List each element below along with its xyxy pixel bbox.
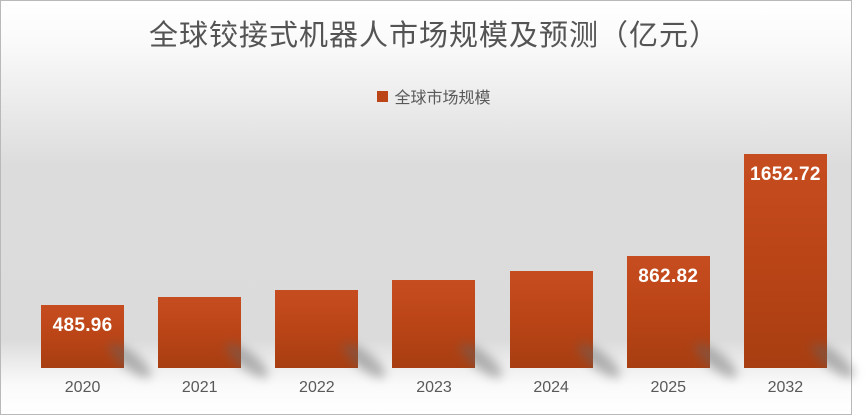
legend-swatch-icon (377, 90, 389, 102)
x-axis-tick-label: 2025 (650, 379, 687, 396)
bar-slot: 1652.72 2032 (727, 121, 844, 396)
x-axis-tick-label: 2022 (299, 379, 335, 396)
legend-label: 全球市场规模 (394, 90, 491, 107)
bar (509, 271, 593, 368)
bar-slot: 2024 (493, 121, 610, 396)
bar-slot: 862.82 2025 (610, 121, 727, 396)
plot-area: 485.96 2020 2021 2022 2023 2024 862.82 2… (24, 121, 844, 396)
x-axis-tick-label: 2021 (181, 379, 218, 396)
bar-slot: 2022 (258, 121, 375, 396)
bar: 1652.72 (743, 154, 827, 368)
bar-slot: 2021 (141, 121, 258, 396)
x-axis-tick-label: 2023 (416, 379, 452, 396)
x-axis-tick-label: 2032 (767, 379, 804, 396)
bar-value-label: 862.82 (638, 266, 699, 287)
bar (392, 280, 476, 368)
bar (158, 297, 242, 368)
bar-slot: 485.96 2020 (24, 121, 141, 396)
chart-title: 全球铰接式机器人市场规模及预测（亿元） (148, 20, 719, 52)
legend: 全球市场规模 (24, 84, 844, 108)
x-axis-tick-label: 2020 (64, 379, 101, 396)
bar-value-label: 485.96 (52, 315, 113, 336)
bar (275, 290, 359, 368)
bar: 862.82 (626, 256, 710, 368)
x-axis-tick-label: 2024 (533, 379, 569, 396)
bar-value-label: 1652.72 (750, 164, 821, 185)
bar: 485.96 (41, 305, 125, 368)
bar-slot: 2023 (375, 121, 492, 396)
